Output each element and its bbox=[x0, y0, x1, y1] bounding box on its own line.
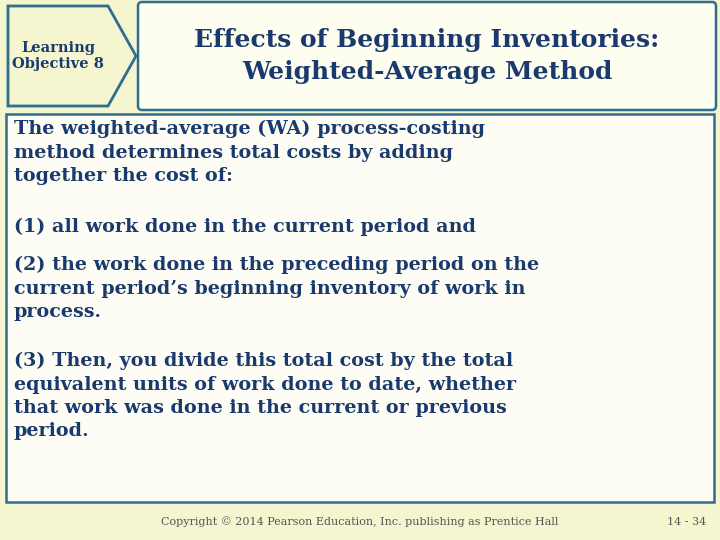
Text: 14 - 34: 14 - 34 bbox=[667, 517, 706, 527]
Polygon shape bbox=[8, 6, 136, 106]
Text: Effects of Beginning Inventories:
Weighted-Average Method: Effects of Beginning Inventories: Weight… bbox=[194, 28, 660, 84]
FancyBboxPatch shape bbox=[6, 114, 714, 502]
Text: The weighted-average (WA) process-costing
method determines total costs by addin: The weighted-average (WA) process-costin… bbox=[14, 120, 485, 185]
Text: (3) Then, you divide this total cost by the total
equivalent units of work done : (3) Then, you divide this total cost by … bbox=[14, 352, 516, 440]
Text: Copyright © 2014 Pearson Education, Inc. publishing as Prentice Hall: Copyright © 2014 Pearson Education, Inc.… bbox=[161, 517, 559, 528]
FancyBboxPatch shape bbox=[138, 2, 716, 110]
Text: (2) the work done in the preceding period on the
current period’s beginning inve: (2) the work done in the preceding perio… bbox=[14, 256, 539, 321]
Text: Learning
Objective 8: Learning Objective 8 bbox=[12, 41, 104, 71]
Text: (1) all work done in the current period and: (1) all work done in the current period … bbox=[14, 218, 476, 237]
